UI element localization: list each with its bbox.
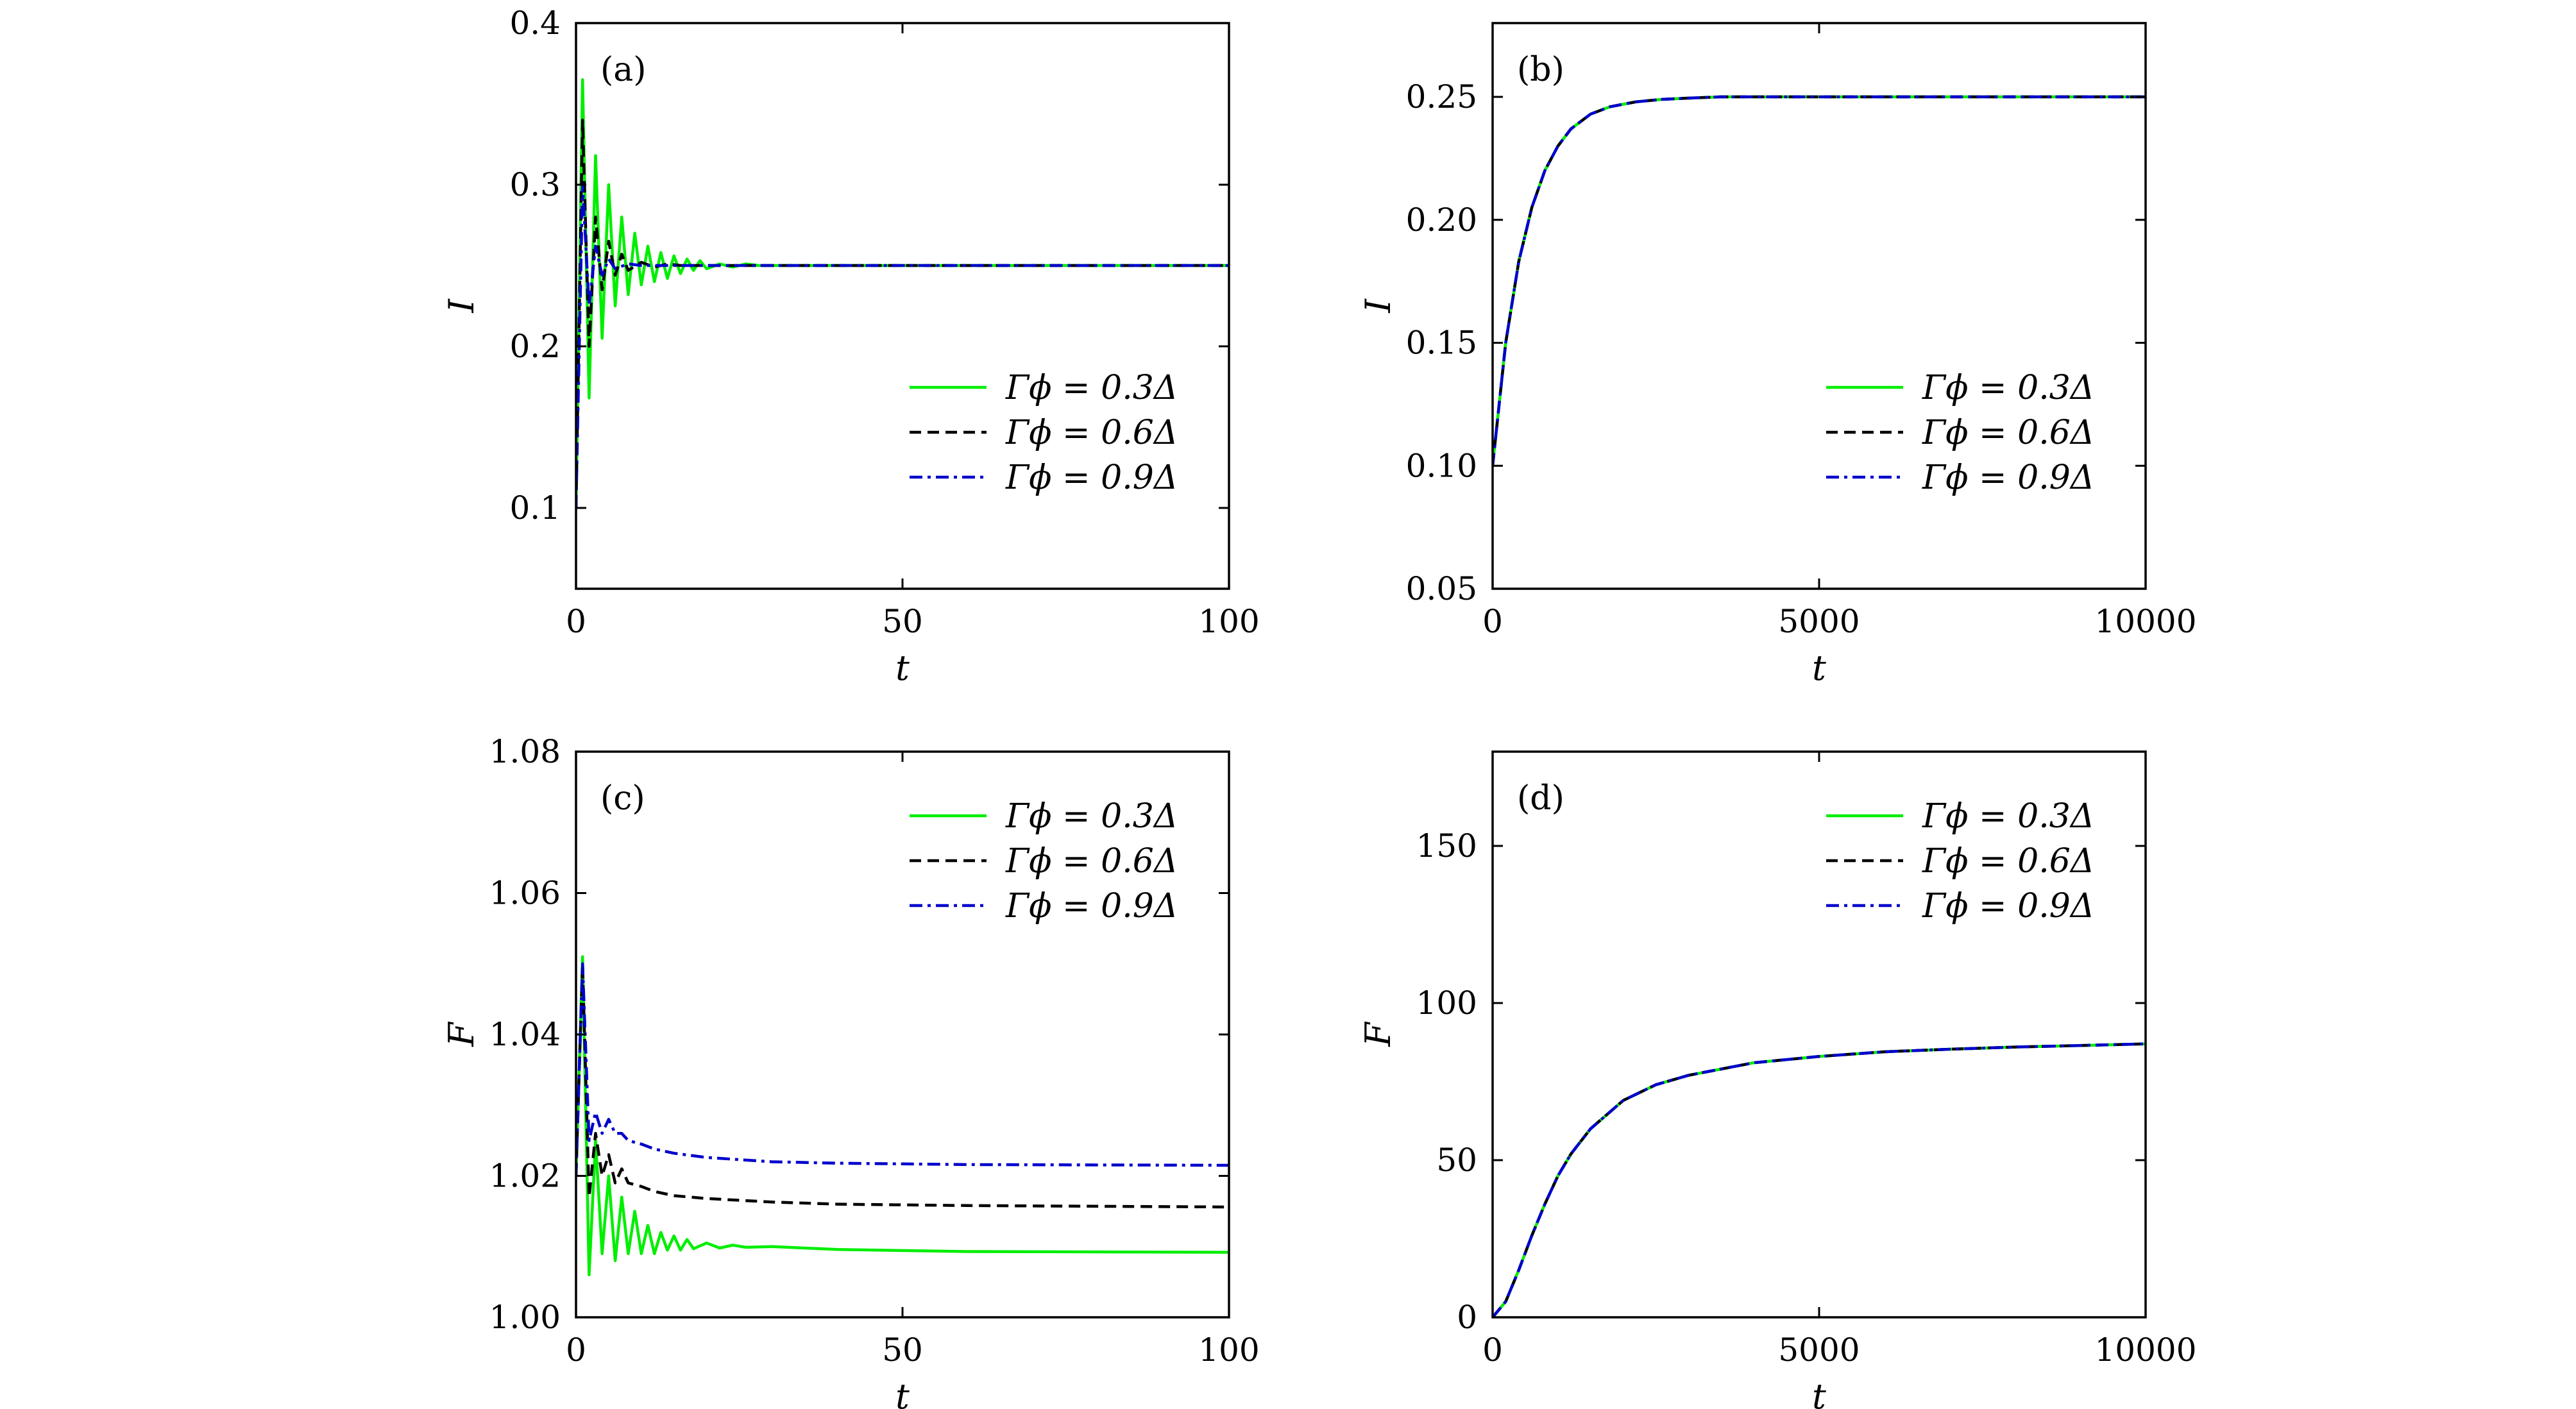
x-tick-label: 0 (566, 1331, 586, 1369)
legend-label-2: Γϕ = 0.9Δ (1005, 887, 1178, 925)
axes-frame (575, 750, 1230, 1319)
x-axis-title: t (895, 1376, 910, 1409)
y-tick-label: 0.3 (509, 166, 561, 203)
legend-label-1: Γϕ = 0.6Δ (1005, 414, 1178, 452)
panel-0: 0 50 100 0.1 0.2 0.3 0.4 t I (a) Γϕ = 0.3Δ Γϕ = 0.6… (441, 4, 1260, 688)
y-tick-label: 0.20 (1406, 201, 1477, 239)
series-line-0 (1493, 95, 2146, 466)
axes-frame (1491, 22, 2147, 590)
y-axis-title: F (441, 1021, 482, 1047)
x-tick-label: 5000 (1778, 1331, 1860, 1369)
series-line-2 (1493, 1042, 2146, 1317)
y-tick-label: 100 (1416, 984, 1477, 1022)
series-line-2 (576, 962, 1229, 1176)
x-tick-label: 10000 (2094, 603, 2196, 640)
series-line-2 (576, 183, 1229, 509)
legend-label-2: Γϕ = 0.9Δ (1005, 459, 1178, 497)
panel-label: (b) (1517, 51, 1564, 89)
series-line-2 (1493, 95, 2146, 466)
y-tick-label: 1.02 (489, 1158, 561, 1195)
axes-frame (1491, 750, 2147, 1319)
x-tick-label: 100 (1198, 1331, 1259, 1369)
panel-label: (d) (1517, 779, 1564, 818)
x-tick-label: 50 (882, 603, 923, 640)
series-line-0 (576, 955, 1229, 1277)
legend-label-0: Γϕ = 0.3Δ (1005, 797, 1178, 836)
legend-label-0: Γϕ = 0.3Δ (1922, 369, 2094, 407)
series-line-0 (1493, 1042, 2146, 1317)
panel-label: (c) (600, 779, 645, 818)
y-tick-label: 50 (1436, 1142, 1477, 1179)
x-axis-title: t (895, 648, 910, 688)
y-tick-label: 1.06 (489, 875, 561, 912)
y-tick-label: 0.1 (509, 489, 561, 527)
x-tick-label: 100 (1198, 603, 1259, 640)
x-tick-label: 50 (882, 1331, 923, 1369)
legend-label-1: Γϕ = 0.6Δ (1005, 842, 1178, 881)
y-tick-label: 1.08 (489, 733, 561, 770)
legend-label-1: Γϕ = 0.6Δ (1922, 842, 2094, 881)
y-tick-label: 0.2 (509, 328, 561, 365)
panel-3: 0 5000 10000 0 50 100 150 t F (d) Γϕ = 0.3Δ Γϕ = 0.… (1358, 750, 2197, 1409)
legend-label-0: Γϕ = 0.3Δ (1922, 797, 2094, 836)
y-tick-label: 150 (1416, 827, 1477, 865)
x-tick-label: 0 (566, 603, 586, 640)
y-tick-label: 0.10 (1406, 447, 1477, 484)
legend-label-2: Γϕ = 0.9Δ (1922, 887, 2094, 925)
legend-label-1: Γϕ = 0.6Δ (1922, 414, 2094, 452)
x-axis-title: t (1812, 1376, 1826, 1409)
series-line-1 (576, 962, 1229, 1209)
axes-frame (575, 22, 1230, 590)
x-tick-label: 0 (1482, 603, 1503, 640)
legend-label-0: Γϕ = 0.3Δ (1005, 369, 1178, 407)
legend-label-2: Γϕ = 0.9Δ (1922, 459, 2094, 497)
y-tick-label: 1.04 (489, 1016, 561, 1053)
y-axis-title: F (1358, 1021, 1398, 1047)
y-tick-label: 0.4 (509, 4, 561, 42)
y-tick-label: 0.05 (1406, 570, 1477, 607)
series-line-1 (1493, 1042, 2146, 1317)
y-tick-label: 0.25 (1406, 78, 1477, 115)
y-axis-title: I (1358, 298, 1398, 314)
x-tick-label: 0 (1482, 1331, 1503, 1369)
panel-2: 0 50 100 1.00 1.02 1.04 1.06 1.08 t F (c) Γϕ = 0.3Δ… (441, 733, 1260, 1409)
panel-1: 0 5000 10000 0.05 0.10 0.15 0.20 0.25 t I (b) Γϕ = … (1358, 22, 2197, 688)
panel-label: (a) (600, 51, 647, 89)
y-tick-label: 0.15 (1406, 325, 1477, 362)
x-tick-label: 10000 (2094, 1331, 2196, 1369)
x-axis-title: t (1812, 648, 1826, 688)
y-tick-label: 1.00 (489, 1299, 561, 1336)
series-line-1 (1493, 95, 2146, 466)
x-tick-label: 5000 (1778, 603, 1860, 640)
y-axis-title: I (441, 298, 482, 314)
y-tick-label: 0 (1457, 1299, 1477, 1336)
